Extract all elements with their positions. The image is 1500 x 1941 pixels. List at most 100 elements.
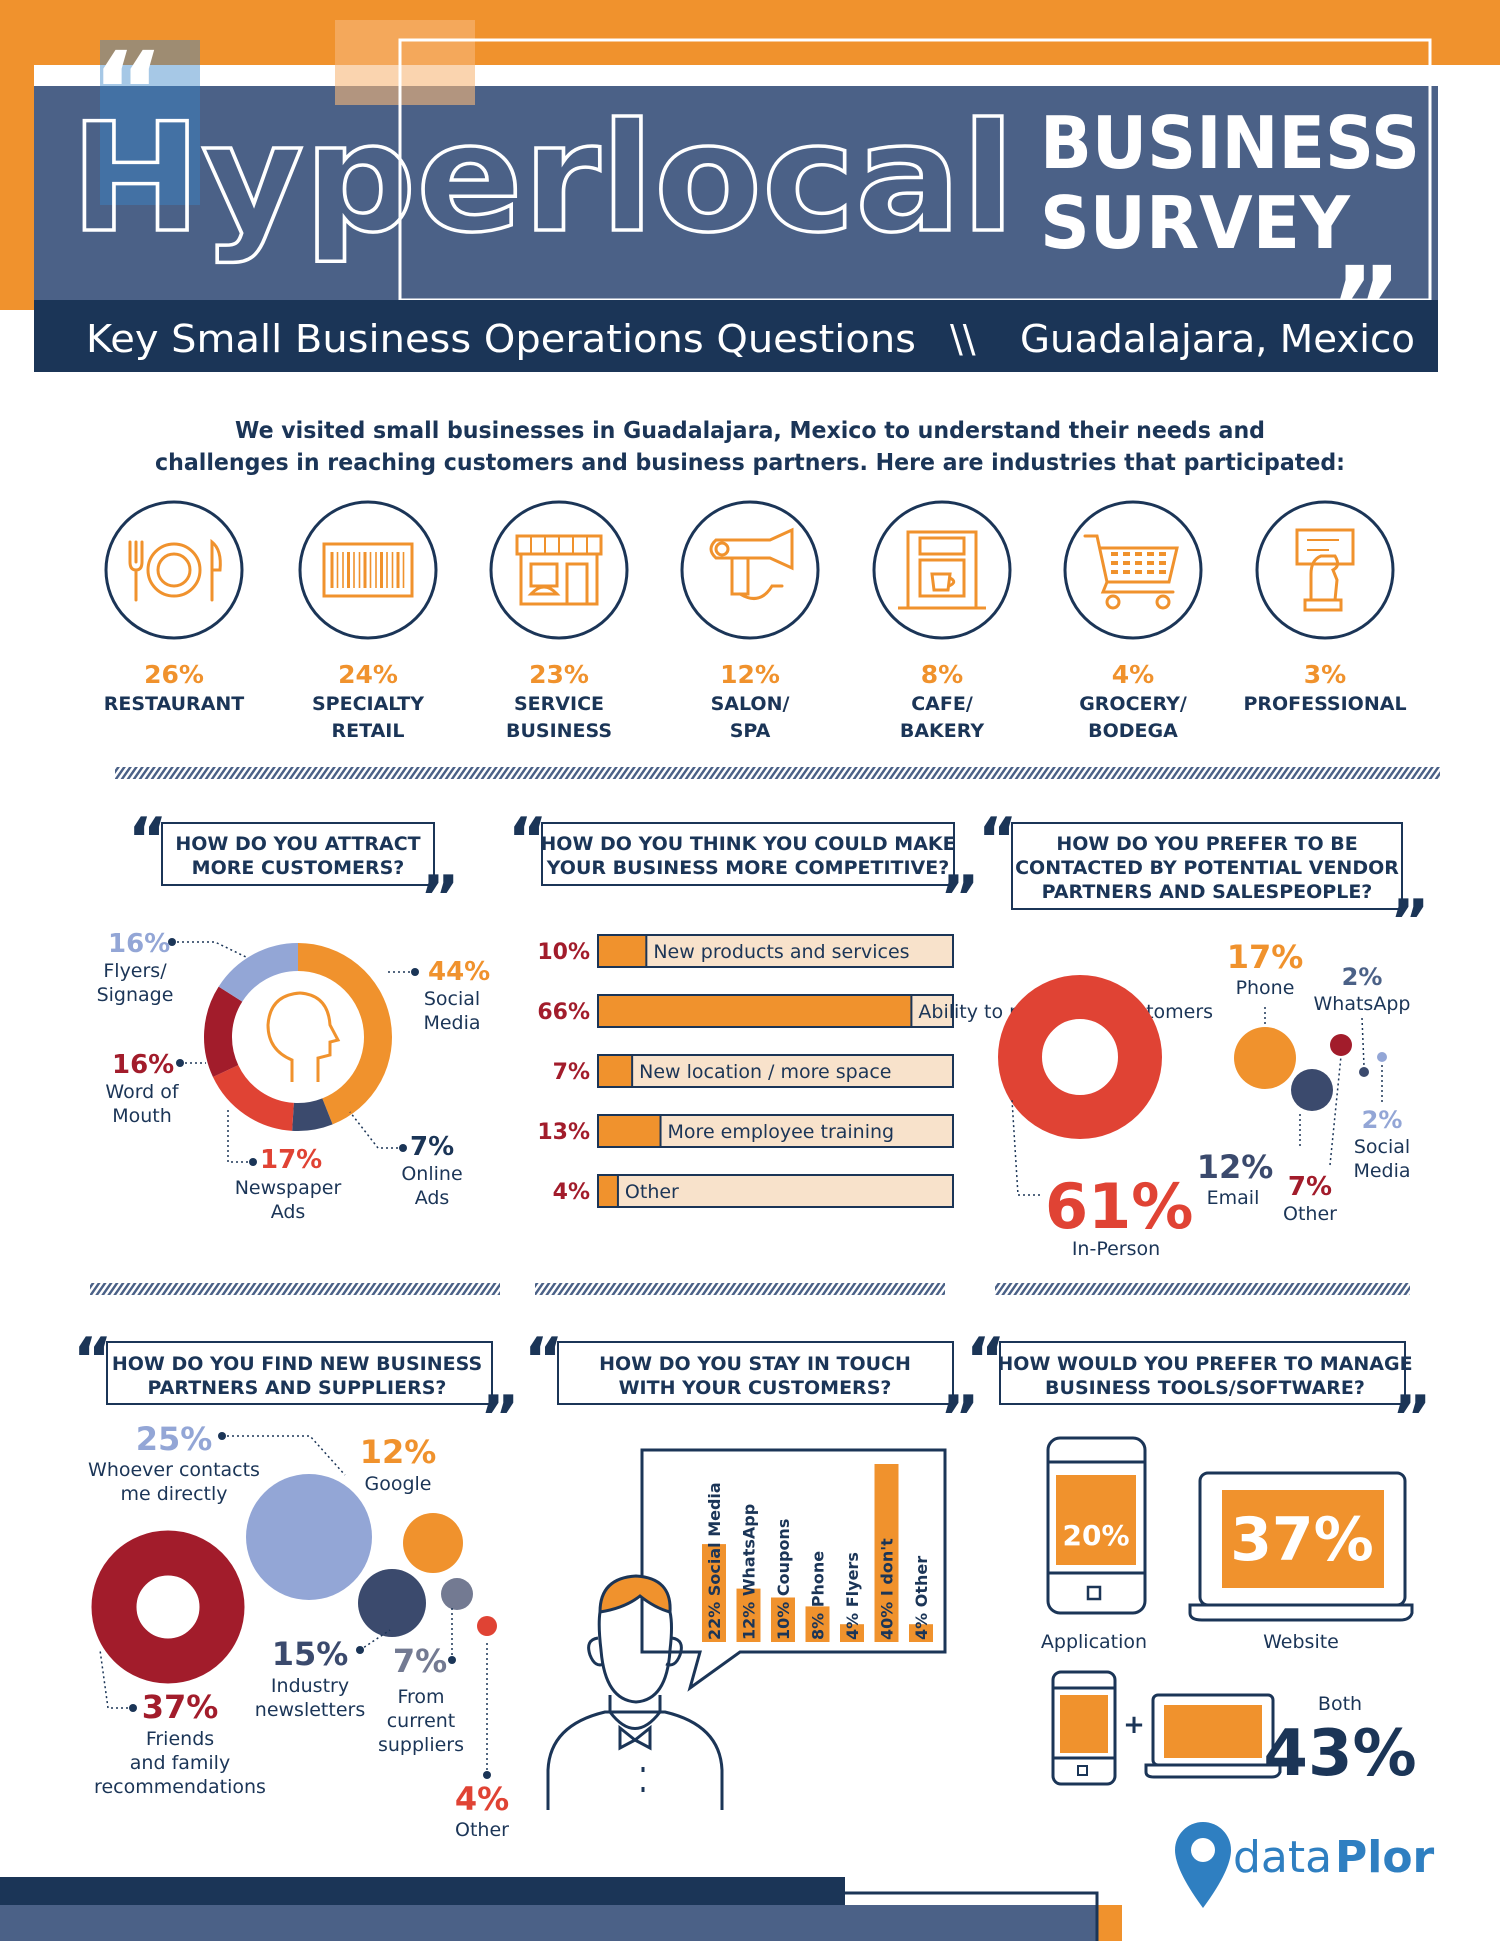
q4-google-pct: 12%	[360, 1433, 437, 1471]
quote-close-icon: ”	[1392, 1383, 1431, 1453]
industry-pct: 24%	[338, 660, 398, 689]
quote-open-icon: “	[128, 805, 167, 875]
q4-bubble-google	[403, 1513, 463, 1573]
q4-bubble-friends	[91, 1530, 245, 1684]
q4-cur-pct: 7%	[393, 1642, 447, 1680]
q2-title-1: HOW DO YOU THINK YOU COULD MAKE	[540, 833, 955, 855]
q2-bar-track	[597, 934, 954, 968]
industry-label-1: RESTAURANT	[104, 693, 245, 715]
industry-circle	[489, 500, 629, 640]
q4-friends-l3: recommendations	[94, 1776, 266, 1798]
q2-bar-label: More employee training	[668, 1121, 895, 1143]
q5-bar-0: 22% Social Media	[702, 1482, 726, 1642]
q1-frame-box: “”	[128, 805, 459, 933]
industry-5: 4% GROCERY/BODEGA	[1063, 500, 1203, 742]
logo-text-data: data	[1233, 1832, 1332, 1883]
q3-title-2: CONTACTED BY POTENTIAL VENDOR	[1015, 857, 1399, 879]
subtitle-left: Key Small Business Operations Questions	[86, 317, 916, 361]
q1-slice-word-of-mouth	[204, 986, 243, 1078]
industry-label-1: SPECIALTY	[312, 693, 424, 715]
q4-other-label: Other	[455, 1819, 509, 1841]
q1-slice-newspaper-ads	[212, 1064, 295, 1131]
q1-leaders	[172, 941, 415, 1163]
q5-title-1: HOW DO YOU STAY IN TOUCH	[599, 1353, 911, 1375]
q5-bar-4: 4% Flyers	[840, 1552, 864, 1642]
q3-title-3: PARTNERS AND SALESPEOPLE?	[1042, 881, 1373, 903]
q4-cur-l3: suppliers	[378, 1734, 464, 1756]
q1-online-l2: Ads	[415, 1187, 450, 1209]
q5-bar-label: 12% WhatsApp	[740, 1504, 759, 1640]
industry-label-1: CAFE/	[911, 693, 973, 715]
quote-open-icon: “	[966, 1325, 1005, 1395]
q2-bar-row-2: 7% New location / more space	[553, 1054, 954, 1088]
industry-label-2: BODEGA	[1088, 720, 1178, 742]
header-orange-side	[0, 65, 34, 310]
q2-bar-track	[597, 1054, 954, 1088]
quote-close-icon: ”	[940, 863, 979, 933]
q2-title-2: YOUR BUSINESS MORE COMPETITIVE?	[546, 857, 950, 879]
q1-word-l2: Mouth	[112, 1105, 172, 1127]
footer-slate	[0, 1905, 1097, 1941]
industry-label-2: BAKERY	[900, 720, 984, 742]
divider-2c	[995, 1283, 1410, 1295]
q2-bar-row-4: 4% Other	[553, 1174, 954, 1208]
q3-bubble-social	[1377, 1052, 1387, 1062]
q2-bar-track	[597, 1174, 954, 1208]
q5-title-2: WITH YOUR CUSTOMERS?	[619, 1377, 892, 1399]
divider-2b	[535, 1283, 945, 1295]
q2-bar-fill	[599, 1176, 618, 1206]
q3-inperson-pct: 61%	[1045, 1170, 1193, 1243]
q5-bar-rect	[805, 1606, 830, 1642]
industry-pct: 4%	[1112, 660, 1154, 689]
footer-line	[0, 1891, 1099, 1941]
q5-bar-2: 10% Coupons	[771, 1519, 795, 1642]
q3-bubble-other	[1330, 1034, 1352, 1056]
q3-leaders	[1011, 1007, 1383, 1196]
q6-app-pct: 20%	[1062, 1519, 1129, 1552]
q2-bar-pct: 66%	[537, 1000, 590, 1025]
header-panel	[34, 86, 1438, 300]
industry-circle	[104, 500, 244, 640]
footer-orange	[1097, 1905, 1122, 1941]
industry-label-1: SALON/	[711, 693, 790, 715]
q4-section: “” HOW DO YOU FIND NEW BUSINESS PARTNERS…	[73, 1325, 519, 1841]
header-glass-mid	[335, 20, 475, 105]
q4-friends-pct: 37%	[142, 1688, 219, 1726]
q5-bar-3: 8% Phone	[805, 1551, 830, 1642]
both-devices-icon	[1051, 1670, 1282, 1786]
subtitle-right: Guadalajara, Mexico	[1020, 317, 1415, 361]
q1-news-l2: Ads	[271, 1201, 306, 1223]
q4-ind-pct: 15%	[272, 1635, 349, 1673]
q6-app-label: Application	[1041, 1631, 1147, 1653]
q2-bar-pct: 13%	[537, 1120, 590, 1145]
q5-bar-label: 4% Flyers	[843, 1552, 862, 1640]
quote-open-icon: “	[73, 1325, 112, 1395]
q1-word-l1: Word of	[105, 1081, 180, 1103]
speech-bubble	[640, 1448, 947, 1692]
q3-other-label: Other	[1283, 1203, 1337, 1225]
industry-label-2: SPA	[730, 720, 771, 742]
q4-whoever-l1: Whoever contacts	[88, 1459, 260, 1481]
hair-dryer-icon	[709, 527, 794, 600]
q6-both-pct: 43%	[1263, 1717, 1416, 1791]
q4-google-label: Google	[364, 1473, 431, 1495]
industry-pct: 26%	[144, 660, 204, 689]
q4-title-1: HOW DO YOU FIND NEW BUSINESS	[112, 1353, 482, 1375]
quote-open-icon: “	[978, 805, 1017, 875]
quote-open-icon: “	[508, 805, 547, 875]
storefront-icon	[515, 534, 603, 606]
q4-whoever-l2: me directly	[120, 1483, 227, 1505]
q5-bar-6: 4% Other	[909, 1556, 933, 1642]
q4-friends-l1: Friends	[146, 1728, 214, 1750]
industry-circle	[872, 500, 1012, 640]
q1-section: “” HOW DO YOU ATTRACT MORE CUSTOMERS? 44…	[97, 805, 491, 1223]
q5-bar-rect	[771, 1597, 795, 1642]
q4-cur-l2: current	[387, 1710, 456, 1732]
q3-social-l1: Social	[1354, 1136, 1410, 1158]
q6-section: “” HOW WOULD YOU PREFER TO MANAGE BUSINE…	[966, 1325, 1431, 1791]
q3-bubble-phone	[1234, 1027, 1296, 1089]
divider-2a	[90, 1283, 500, 1295]
head-profile-icon	[266, 991, 341, 1082]
